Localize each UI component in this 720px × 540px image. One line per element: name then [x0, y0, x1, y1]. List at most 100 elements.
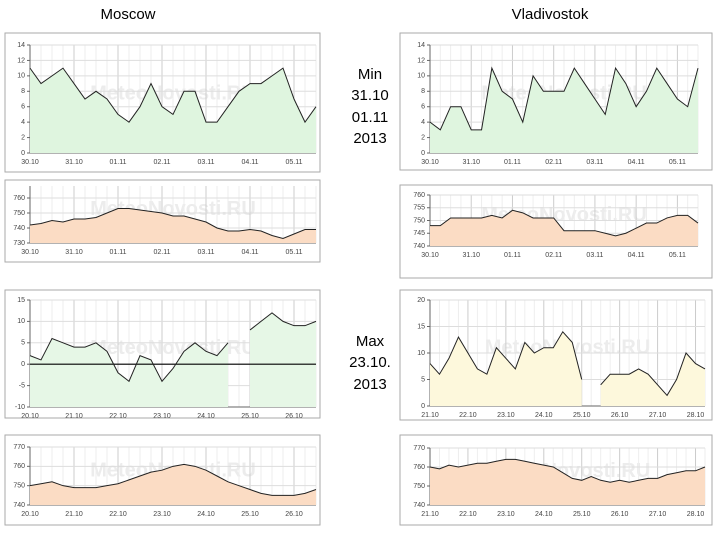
y-tick-label: -5 [19, 382, 25, 389]
x-tick-label: 31.10 [65, 249, 83, 256]
y-tick-label: 6 [421, 104, 425, 111]
max-label: Max [356, 333, 385, 350]
y-tick-label: 8 [421, 88, 425, 95]
x-tick-label: 01.11 [110, 159, 127, 166]
line [29, 208, 316, 240]
x-tick-label: 05.11 [286, 159, 303, 166]
y-tick-label: 0 [421, 403, 425, 410]
y-tick-label: 750 [413, 483, 425, 490]
line [429, 66, 699, 131]
x-tick-label: 30.10 [421, 159, 439, 166]
y-tick-label: 760 [13, 463, 25, 470]
x-tick-label: 27.10 [649, 412, 667, 419]
x-tick-label: 28.10 [687, 412, 705, 419]
x-tick-label: 25.10 [241, 413, 259, 420]
x-tick-label: 30.10 [421, 252, 439, 259]
y-tick-label: 2 [421, 134, 425, 141]
x-tick-label: 24.10 [535, 412, 553, 419]
x-tick-label: 03.11 [586, 159, 603, 166]
line [429, 330, 706, 397]
x-tick-label: 23.10 [497, 412, 515, 419]
min-label: Min [358, 66, 382, 83]
area [30, 464, 316, 505]
y-tick-label: 750 [413, 217, 425, 224]
area [430, 210, 698, 246]
x-tick-label: 25.10 [573, 511, 591, 518]
area [30, 312, 316, 407]
max-label: 2013 [353, 376, 386, 393]
x-tick-label: 30.10 [21, 249, 39, 256]
x-tick-label: 24.10 [535, 511, 553, 518]
y-tick-label: 745 [413, 230, 425, 237]
x-tick-label: 04.11 [242, 159, 259, 166]
x-tick-label: 30.10 [21, 159, 39, 166]
y-tick-label: 755 [413, 205, 425, 212]
y-tick-label: 10 [417, 73, 425, 80]
x-tick-label: 02.11 [154, 159, 171, 166]
x-tick-label: 21.10 [65, 511, 83, 518]
x-tick-label: 02.11 [545, 159, 562, 166]
x-tick-label: 05.11 [669, 159, 686, 166]
x-tick-label: 20.10 [21, 413, 39, 420]
x-tick-label: 05.11 [669, 252, 686, 259]
y-tick-label: 10 [17, 73, 25, 80]
min-label: 31.10 [351, 87, 389, 104]
x-tick-label: 04.11 [242, 249, 259, 256]
line [429, 458, 706, 483]
y-tick-label: 5 [421, 376, 425, 383]
x-tick-label: 01.11 [110, 249, 127, 256]
y-tick-label: 4 [421, 119, 425, 126]
x-tick-label: 03.11 [586, 252, 603, 259]
x-tick-label: 25.10 [573, 412, 591, 419]
x-tick-label: 31.10 [65, 159, 83, 166]
x-tick-label: 04.11 [628, 252, 645, 259]
y-tick-label: 5 [21, 340, 25, 347]
x-tick-label: 01.11 [504, 252, 521, 259]
min-label: 2013 [353, 130, 386, 147]
line [29, 312, 317, 383]
y-tick-label: 770 [413, 445, 425, 452]
x-tick-label: 02.11 [154, 249, 171, 256]
y-tick-label: 0 [21, 361, 25, 368]
y-tick-label: 770 [13, 444, 25, 451]
area [430, 68, 698, 153]
y-tick-label: 15 [17, 297, 25, 304]
y-tick-label: 750 [13, 483, 25, 490]
x-tick-label: 01.11 [504, 159, 521, 166]
y-tick-label: 0 [421, 150, 425, 157]
x-tick-label: 05.11 [286, 249, 303, 256]
x-tick-label: 31.10 [462, 252, 480, 259]
x-tick-label: 26.10 [611, 412, 629, 419]
x-tick-label: 26.10 [285, 413, 303, 420]
y-tick-label: 12 [417, 57, 425, 64]
area [30, 208, 316, 243]
x-tick-label: 22.10 [459, 412, 477, 419]
x-tick-label: 23.10 [153, 413, 171, 420]
x-tick-label: 04.11 [628, 159, 645, 166]
x-tick-label: 21.10 [421, 511, 439, 518]
y-tick-label: 14 [417, 42, 425, 49]
y-tick-label: 8 [21, 88, 25, 95]
y-tick-label: 10 [17, 318, 25, 325]
x-tick-label: 20.10 [21, 511, 39, 518]
x-tick-label: 23.10 [153, 511, 171, 518]
y-tick-label: 14 [17, 42, 25, 49]
x-tick-label: 27.10 [649, 511, 667, 518]
y-tick-label: 740 [13, 502, 25, 509]
x-tick-label: 02.11 [545, 252, 562, 259]
y-tick-label: 740 [413, 243, 425, 250]
x-tick-label: 22.10 [459, 511, 477, 518]
city-title: Vladivostok [512, 6, 589, 23]
line [29, 67, 317, 124]
x-tick-label: 25.10 [241, 511, 259, 518]
x-tick-label: 22.10 [109, 511, 127, 518]
x-tick-label: 24.10 [197, 511, 215, 518]
y-tick-label: 10 [417, 350, 425, 357]
y-tick-label: -10 [15, 404, 25, 411]
y-tick-label: 0 [21, 150, 25, 157]
area [430, 459, 705, 505]
y-tick-label: 6 [21, 104, 25, 111]
x-tick-label: 21.10 [65, 413, 83, 420]
y-tick-label: 760 [413, 464, 425, 471]
y-tick-label: 740 [13, 225, 25, 232]
